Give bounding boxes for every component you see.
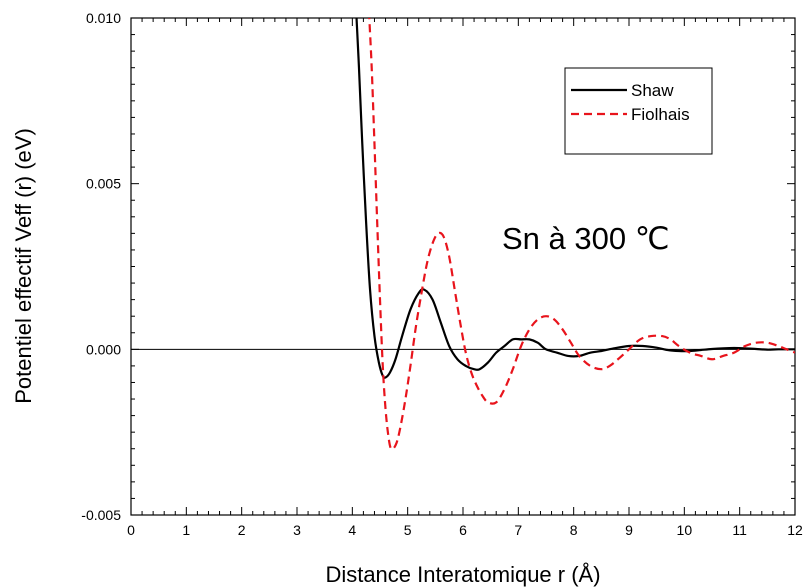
x-tick-label: 1 xyxy=(182,522,190,538)
x-tick-label: 8 xyxy=(570,522,578,538)
x-tick-label: 2 xyxy=(238,522,246,538)
y-axis-title: Potentiel effectif Veff (r) (eV) xyxy=(11,128,36,404)
series-line-shaw xyxy=(355,18,795,379)
legend-label-shaw: Shaw xyxy=(631,81,674,100)
y-tick-label: 0.010 xyxy=(86,10,121,26)
y-tick-label: 0.005 xyxy=(86,176,121,192)
x-tick-label: 0 xyxy=(127,522,135,538)
x-tick-label: 3 xyxy=(293,522,301,538)
legend: Shaw Fiolhais xyxy=(564,67,713,155)
x-tick-label: 12 xyxy=(787,522,803,538)
x-tick-label: 5 xyxy=(404,522,412,538)
series-line-fiolhais xyxy=(368,18,795,451)
chart-annotation: Sn à 300 ℃ xyxy=(502,221,670,256)
x-tick-label: 7 xyxy=(514,522,522,538)
x-axis-title: Distance Interatomique r (Å) xyxy=(325,562,600,587)
legend-box xyxy=(564,67,713,155)
x-tick-label: 11 xyxy=(732,522,747,538)
y-tick-label: -0.005 xyxy=(81,507,121,523)
y-tick-label: 0.000 xyxy=(86,341,121,357)
legend-label-fiolhais: Fiolhais xyxy=(631,105,690,124)
x-tick-label: 9 xyxy=(625,522,633,538)
x-tick-label: 4 xyxy=(348,522,356,538)
x-tick-label: 10 xyxy=(677,522,693,538)
x-tick-label: 6 xyxy=(459,522,467,538)
